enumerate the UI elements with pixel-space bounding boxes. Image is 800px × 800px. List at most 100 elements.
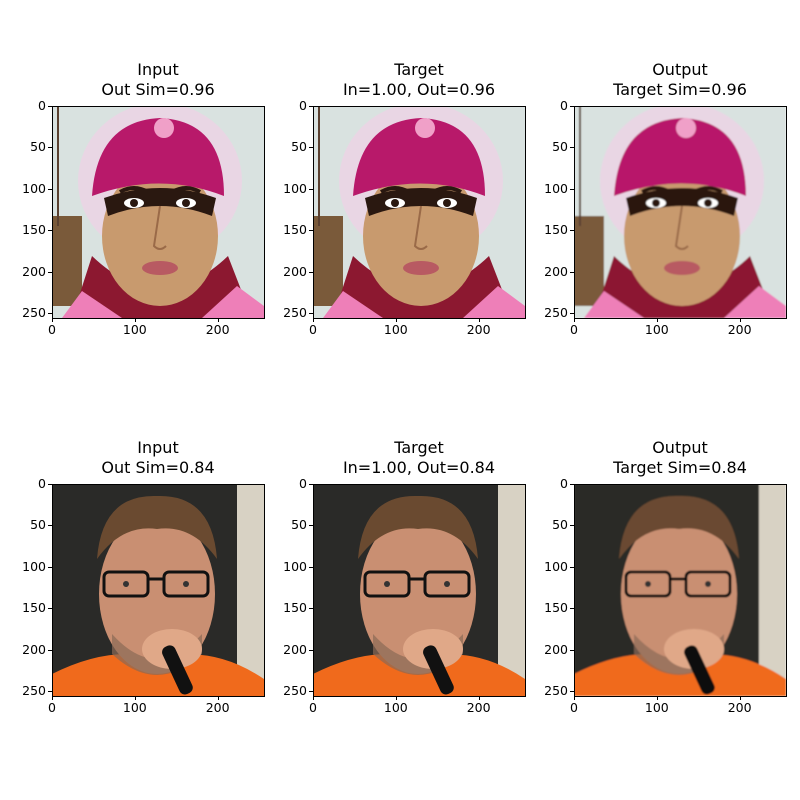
x-tick-mark [739,318,741,322]
y-tick-label: 0 [299,98,307,113]
panel-title-line1: Input [137,438,179,457]
x-tick-label: 0 [570,700,578,715]
y-tick-mark [570,484,574,485]
woman-portrait-image [52,106,264,318]
y-tick-label: 250 [283,305,307,321]
panel-title-line2: Out Sim=0.96 [101,80,215,99]
y-tick-mark [309,147,313,149]
x-tick-label: 0 [309,322,317,337]
x-tick-mark [313,318,314,322]
y-tick-label: 150 [22,600,46,616]
y-tick-mark [48,608,52,610]
y-tick-label: 150 [283,222,307,238]
y-tick-label: 0 [299,476,307,491]
y-tick-mark [309,188,313,190]
y-tick-mark [309,106,313,107]
y-tick-mark [570,271,574,273]
y-tick-label: 250 [544,305,568,321]
x-tick-label: 200 [466,700,491,715]
image-panel [313,484,526,697]
x-tick-label: 200 [205,322,230,337]
x-tick-mark [52,696,53,700]
image-panel [313,106,526,319]
y-tick-mark [48,525,52,527]
y-tick-mark [570,106,574,107]
panel-title-line1: Target [394,438,444,457]
x-tick-mark [739,696,741,700]
y-tick-label: 250 [22,683,46,699]
x-tick-label: 100 [644,322,669,337]
y-tick-mark [48,649,52,651]
y-tick-label: 0 [38,98,46,113]
x-tick-mark [217,318,219,322]
panel-title-line2: In=1.00, Out=0.84 [342,458,496,477]
image-panel [52,106,265,319]
y-tick-mark [309,608,313,610]
y-tick-label: 200 [283,641,307,657]
y-tick-mark [48,106,52,107]
y-tick-label: 100 [22,558,46,574]
panel-title: Input Out Sim=0.84 [28,438,288,478]
x-tick-mark [134,318,136,322]
y-tick-label: 250 [22,305,46,321]
y-tick-mark [48,566,52,568]
image-panel [574,106,787,319]
man-portrait-image [52,484,264,696]
x-tick-label: 0 [48,322,56,337]
x-tick-mark [395,318,397,322]
y-tick-mark [309,525,313,527]
y-tick-label: 250 [544,683,568,699]
y-tick-label: 100 [544,180,568,196]
y-tick-mark [570,649,574,651]
panel-title-line2: Target Sim=0.96 [613,80,747,99]
y-tick-label: 0 [560,476,568,491]
y-tick-label: 50 [552,517,568,533]
x-tick-label: 200 [466,322,491,337]
y-tick-label: 150 [544,222,568,238]
y-tick-mark [570,566,574,568]
x-tick-label: 0 [309,700,317,715]
axes-frame [313,106,526,319]
y-tick-label: 50 [30,517,46,533]
x-tick-mark [478,696,480,700]
panel-title-line1: Output [652,60,708,79]
y-tick-label: 100 [283,558,307,574]
y-tick-mark [309,691,313,693]
panel-title: Target In=1.00, Out=0.96 [289,60,549,100]
y-tick-mark [309,230,313,232]
y-tick-mark [309,649,313,651]
x-tick-label: 100 [122,322,147,337]
y-tick-label: 150 [22,222,46,238]
y-tick-mark [48,147,52,149]
man-portrait-image [313,484,525,696]
y-tick-mark [48,313,52,315]
y-tick-mark [570,313,574,315]
panel-title-line2: In=1.00, Out=0.96 [342,80,496,99]
x-tick-mark [574,318,575,322]
y-tick-mark [48,691,52,693]
panel-title: Output Target Sim=0.96 [550,60,800,100]
x-tick-mark [217,696,219,700]
panel-title: Input Out Sim=0.96 [28,60,288,100]
axes-frame [52,484,265,697]
y-tick-label: 50 [552,139,568,155]
axes-frame [574,106,787,319]
y-tick-label: 50 [30,139,46,155]
x-tick-mark [313,696,314,700]
y-tick-label: 100 [544,558,568,574]
panel-title: Output Target Sim=0.84 [550,438,800,478]
y-tick-label: 200 [544,263,568,279]
image-panel [574,484,787,697]
y-tick-label: 200 [544,641,568,657]
x-tick-mark [574,696,575,700]
y-tick-mark [309,313,313,315]
panel-title-line2: Target Sim=0.84 [613,458,747,477]
y-tick-label: 200 [22,641,46,657]
image-panel [52,484,265,697]
y-tick-label: 200 [283,263,307,279]
y-tick-label: 150 [283,600,307,616]
axes-frame [313,484,526,697]
x-tick-label: 100 [122,700,147,715]
y-tick-mark [48,188,52,190]
woman-portrait-image [574,106,786,318]
